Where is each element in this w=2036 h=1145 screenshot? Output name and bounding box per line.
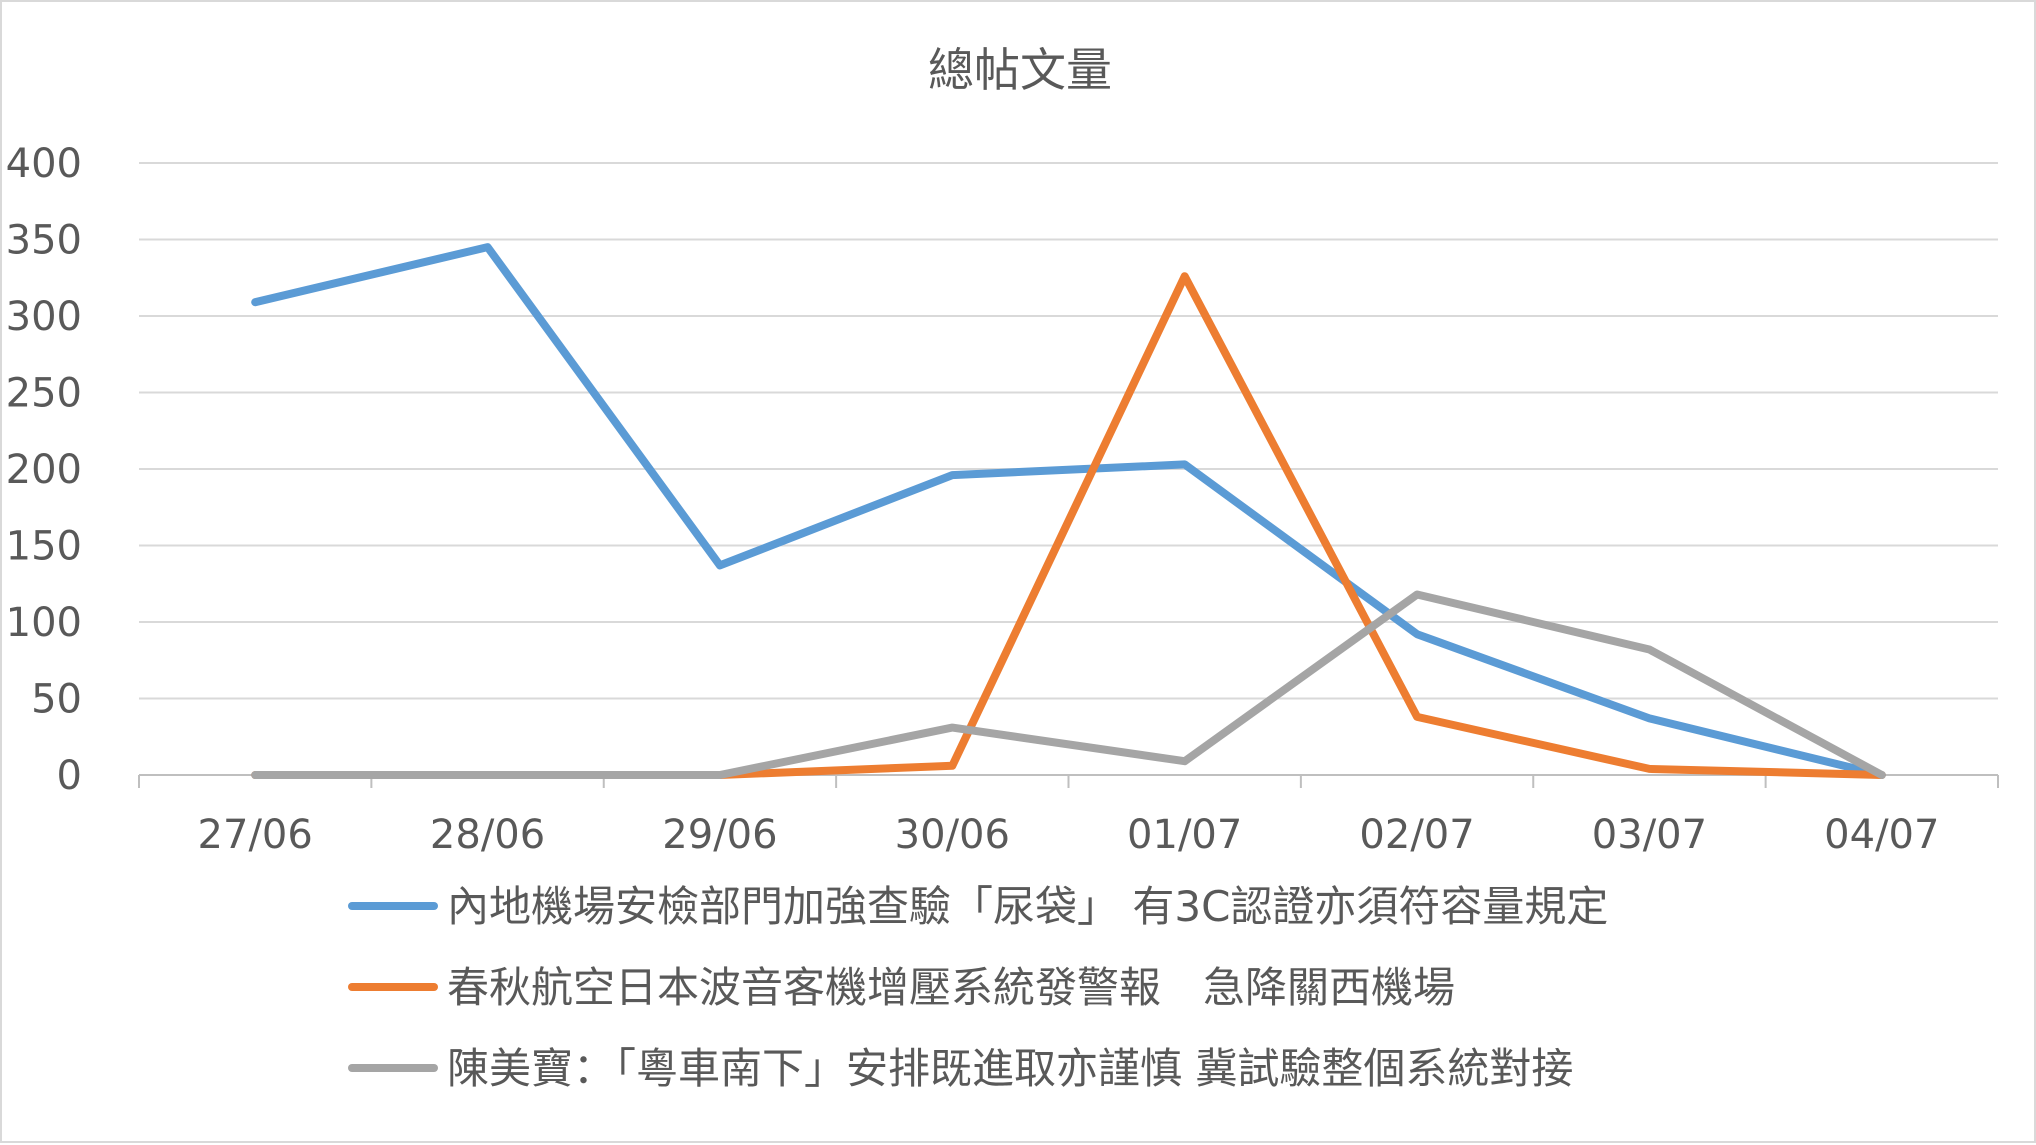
x-tick-label: 29/06 xyxy=(662,812,777,858)
y-tick-label: 250 xyxy=(6,371,82,417)
legend-label: 內地機場安檢部門加強查驗「尿袋」 有3C認證亦須符容量規定 xyxy=(447,882,1608,931)
x-tick-label: 28/06 xyxy=(430,812,545,858)
x-tick-label: 04/07 xyxy=(1824,812,1939,858)
y-tick-label: 350 xyxy=(6,218,82,264)
x-tick-label: 03/07 xyxy=(1592,812,1707,858)
legend-item-3: 陳美寶：「粵車南下」安排既進取亦謹慎 冀試驗整個系統對接 xyxy=(348,1044,1573,1093)
y-tick-label: 0 xyxy=(57,753,82,799)
y-axis-tick-labels: 0 50 100 150 200 250 300 350 400 xyxy=(6,141,82,799)
y-tick-label: 400 xyxy=(6,141,82,187)
legend-item-2: 春秋航空日本波音客機增壓系統發警報 急降關西機場 xyxy=(348,963,1455,1012)
y-tick-label: 300 xyxy=(6,294,82,340)
legend-item-1: 內地機場安檢部門加強查驗「尿袋」 有3C認證亦須符容量規定 xyxy=(348,882,1608,931)
chart-title: 總帖文量 xyxy=(928,43,1112,97)
x-tick-label: 27/06 xyxy=(198,812,313,858)
y-tick-label: 200 xyxy=(6,447,82,493)
legend: 內地機場安檢部門加強查驗「尿袋」 有3C認證亦須符容量規定春秋航空日本波音客機增… xyxy=(348,882,1608,1093)
series-line-3 xyxy=(251,590,1886,779)
y-tick-label: 150 xyxy=(6,524,82,570)
series-line-1 xyxy=(251,243,1886,779)
x-tick-label: 30/06 xyxy=(895,812,1010,858)
x-axis-tick-labels: 27/06 28/06 29/06 30/06 01/07 02/07 03/07 04/07 xyxy=(198,812,1940,858)
y-tick-label: 100 xyxy=(6,600,82,646)
series-lines xyxy=(251,243,1886,779)
legend-label: 春秋航空日本波音客機增壓系統發警報 急降關西機場 xyxy=(447,963,1455,1012)
gridlines xyxy=(139,162,1998,700)
series-line-2 xyxy=(251,272,1886,779)
x-tick-label: 01/07 xyxy=(1127,812,1242,858)
legend-label: 陳美寶：「粵車南下」安排既進取亦謹慎 冀試驗整個系統對接 xyxy=(447,1044,1573,1093)
y-tick-label: 50 xyxy=(31,677,82,723)
x-tick-label: 02/07 xyxy=(1359,812,1474,858)
